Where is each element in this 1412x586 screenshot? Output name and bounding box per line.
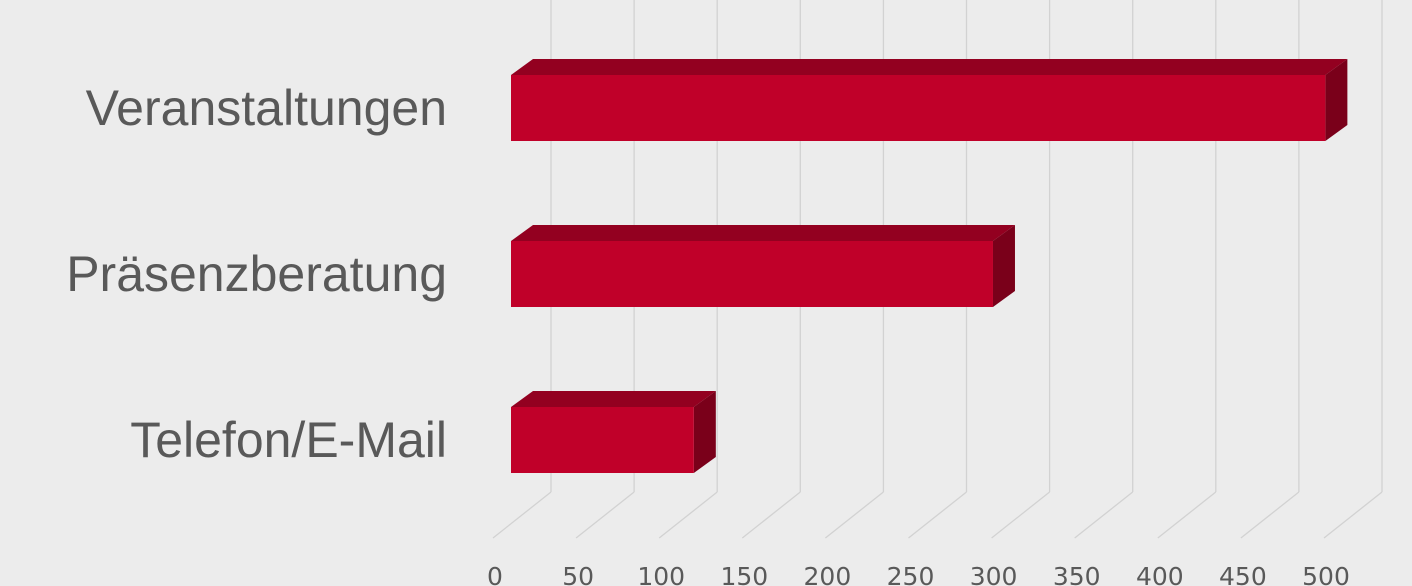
category-labels: Veranstaltungen Präsenzberatung Telefon/E-… bbox=[66, 80, 447, 468]
bar-side-face bbox=[1325, 59, 1348, 141]
category-label: Telefon/E-Mail bbox=[130, 412, 447, 468]
bar-front-face bbox=[511, 407, 694, 473]
tick-label: 100 bbox=[637, 562, 685, 586]
floor-gridline-150 bbox=[741, 491, 801, 539]
tick-label: 300 bbox=[970, 562, 1018, 586]
floor-gridline-350 bbox=[1074, 491, 1134, 539]
floor-gridline-100 bbox=[658, 491, 718, 539]
floor-gridline-0 bbox=[492, 491, 552, 539]
tick-label: 350 bbox=[1053, 562, 1101, 586]
tick-label: 50 bbox=[562, 562, 594, 586]
category-label: Veranstaltungen bbox=[86, 80, 447, 136]
floor-gridline-50 bbox=[575, 491, 635, 539]
bar-top-face bbox=[511, 225, 1015, 241]
floor-gridline-250 bbox=[908, 491, 967, 539]
tick-label: 450 bbox=[1219, 562, 1267, 586]
bar-pr-senzberatung bbox=[511, 225, 1015, 307]
floor-gridline-200 bbox=[824, 491, 884, 539]
tick-label: 500 bbox=[1302, 562, 1350, 586]
bar-layer bbox=[511, 59, 1348, 473]
floor-gridline-500 bbox=[1323, 491, 1383, 539]
tick-label: 150 bbox=[720, 562, 768, 586]
tick-label: 250 bbox=[887, 562, 935, 586]
bar-side-face bbox=[693, 391, 716, 473]
bar-top-face bbox=[511, 59, 1348, 75]
floor-gridline-300 bbox=[991, 491, 1051, 539]
x-axis-tick-labels: 0 50 100 150 200 250 300 350 400 450 500 bbox=[487, 562, 1350, 586]
tick-label: 200 bbox=[804, 562, 852, 586]
category-label: Präsenzberatung bbox=[66, 246, 447, 302]
bar-telefon-e-mail bbox=[511, 391, 716, 473]
bar-top-face bbox=[511, 391, 716, 407]
tick-label: 0 bbox=[487, 562, 503, 586]
bar-side-face bbox=[992, 225, 1015, 307]
tick-label: 400 bbox=[1136, 562, 1184, 586]
bar-veranstaltungen bbox=[511, 59, 1348, 141]
floor-gridline-450 bbox=[1240, 491, 1300, 539]
bar-front-face bbox=[511, 241, 993, 307]
bar-front-face bbox=[511, 75, 1326, 141]
floor-gridline-400 bbox=[1157, 491, 1217, 539]
